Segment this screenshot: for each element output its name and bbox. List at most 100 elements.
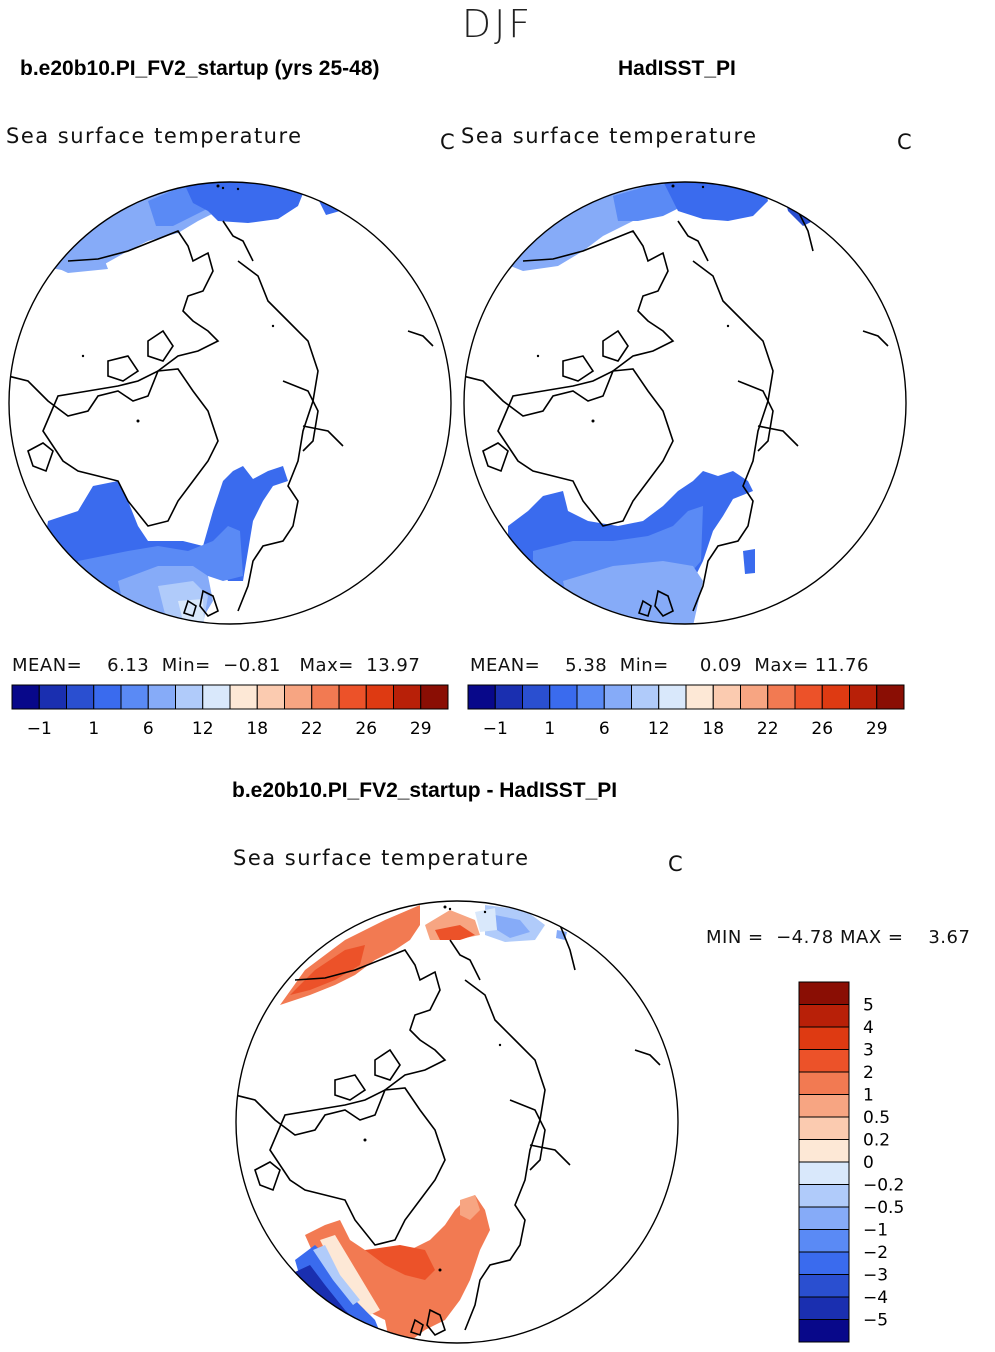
colorbar-tick-label: 1 [544, 719, 555, 739]
diff-run-title: b.e20b10.PI_FV2_startup - HadISST_PI [232, 779, 618, 802]
colorbar-swatch [603, 684, 632, 710]
colorbar-swatch [549, 684, 578, 710]
colorbar-swatch [38, 684, 67, 710]
colorbar-tick-label: −4 [863, 1288, 888, 1308]
panel1-stats: MEAN= 6.13 Min= −0.81 Max= 13.97 [12, 655, 420, 676]
panel1-pacific-sst-region-dark [183, 182, 308, 223]
colorbar-swatch [798, 1229, 850, 1253]
colorbar-swatch [798, 1049, 850, 1073]
colorbar-tick-label: −1 [483, 719, 508, 739]
colorbar-swatch [576, 684, 605, 710]
panel1-min-label: Min= [161, 655, 211, 676]
diff-variable-title: Sea surface temperature [233, 846, 530, 870]
panel1-min-value: −0.81 [223, 655, 281, 676]
colorbar-swatch [876, 684, 905, 710]
colorbar-swatch [798, 1319, 850, 1343]
colorbar-swatch [522, 684, 551, 710]
panel2-colorbar: −1 1 6 12 18 22 26 29 [467, 684, 905, 739]
colorbar-swatch [798, 1004, 850, 1028]
colorbar-swatch [740, 684, 769, 710]
colorbar-tick-label: 29 [866, 719, 888, 739]
panel1-units: C [440, 130, 455, 154]
colorbar-tick-label: −1 [863, 1221, 888, 1241]
colorbar-swatch [798, 1161, 850, 1185]
colorbar-swatch [284, 684, 313, 710]
panel2-run-title: HadISST_PI [618, 57, 736, 80]
colorbar-swatch [798, 1116, 850, 1140]
colorbar-swatch [794, 684, 823, 710]
panel2-stats: MEAN= 5.38 Min= 0.09 Max= 11.76 [470, 655, 869, 676]
panel2-mean-label: MEAN= [470, 655, 541, 676]
colorbar-swatch [798, 1206, 850, 1230]
colorbar-tick-label: 0.2 [863, 1131, 890, 1151]
diff-atlantic-anomaly-cold [295, 1245, 385, 1343]
colorbar-swatch [798, 1296, 850, 1320]
colorbar-swatch [175, 684, 204, 710]
colorbar-swatch [93, 684, 122, 710]
diff-atlantic-anomaly-warmer [365, 1245, 435, 1280]
colorbar-tick-label: −0.2 [863, 1176, 904, 1196]
colorbar-swatch [712, 684, 741, 710]
colorbar-swatch [821, 684, 850, 710]
colorbar-swatch [798, 1139, 850, 1163]
panel2-variable-title: Sea surface temperature [461, 124, 758, 148]
colorbar-tick-label: −3 [863, 1266, 888, 1286]
colorbar-tick-label: 6 [599, 719, 610, 739]
panel2-units: C [897, 130, 912, 154]
colorbar-swatch [420, 684, 449, 710]
colorbar-swatch [798, 1026, 850, 1050]
colorbar-swatch [798, 1071, 850, 1095]
panel1-max-label: Max= [299, 655, 354, 676]
colorbar-swatch [311, 684, 340, 710]
colorbar-tick-label: 0.5 [863, 1108, 890, 1128]
colorbar-swatch [147, 684, 176, 710]
diff-units: C [668, 852, 683, 876]
colorbar-swatch [798, 981, 850, 1005]
colorbar-swatch [798, 1251, 850, 1275]
panel1-pacific-sst-region-light [53, 256, 108, 273]
panel2-pacific-sst-region-dark [663, 182, 768, 221]
colorbar-swatch [120, 684, 149, 710]
colorbar-tick-label: 22 [757, 719, 779, 739]
panel2-max-value: 11.76 [814, 655, 869, 676]
diff-min-label: MIN = [706, 927, 764, 948]
colorbar-swatch [685, 684, 714, 710]
colorbar-tick-label: −5 [863, 1311, 888, 1331]
colorbar-swatch [658, 684, 687, 710]
colorbar-swatch [229, 684, 258, 710]
colorbar-tick-label: 1 [863, 1086, 874, 1106]
colorbar-swatch [767, 684, 796, 710]
colorbar-tick-label: −0.5 [863, 1198, 904, 1218]
diff-max-label: MAX = [839, 927, 904, 948]
panel1-map [8, 181, 452, 625]
colorbar-tick-label: 18 [702, 719, 724, 739]
colorbar-swatch [798, 1184, 850, 1208]
diff-pacific-anomaly-warmest [435, 925, 475, 940]
panel2-max-label: Max= [754, 655, 809, 676]
colorbar-tick-label: 22 [301, 719, 323, 739]
diff-min-value: −4.78 [776, 927, 834, 948]
colorbar-tick-label: 5 [863, 996, 874, 1016]
colorbar-swatch [798, 1094, 850, 1118]
panel1-run-title: b.e20b10.PI_FV2_startup (yrs 25-48) [20, 57, 380, 80]
colorbar-tick-label: 29 [410, 719, 432, 739]
colorbar-swatch [338, 684, 367, 710]
colorbar-swatch [11, 684, 40, 710]
colorbar-tick-label: 4 [863, 1018, 874, 1038]
diff-pacific-anomaly-warmer [290, 945, 365, 995]
colorbar-tick-label: −2 [863, 1243, 888, 1263]
colorbar-swatch [66, 684, 95, 710]
colorbar-tick-label: 1 [88, 719, 99, 739]
diff-pacific-anomaly-colder [495, 915, 530, 938]
panel2-min-value: 0.09 [699, 655, 742, 676]
panel1-mean-value: 6.13 [107, 655, 150, 676]
panel1-mean-label: MEAN= [12, 655, 83, 676]
panel1-max-value: 13.97 [366, 655, 421, 676]
panel2-map [463, 181, 907, 625]
diff-atlantic-anomaly-slight-cool [313, 1245, 360, 1305]
colorbar-swatch [467, 684, 496, 710]
panel1-colorbar: −1 1 6 12 18 22 26 29 [11, 684, 449, 739]
colorbar-tick-label: 26 [811, 719, 833, 739]
colorbar-swatch [494, 684, 523, 710]
colorbar-swatch [849, 684, 878, 710]
